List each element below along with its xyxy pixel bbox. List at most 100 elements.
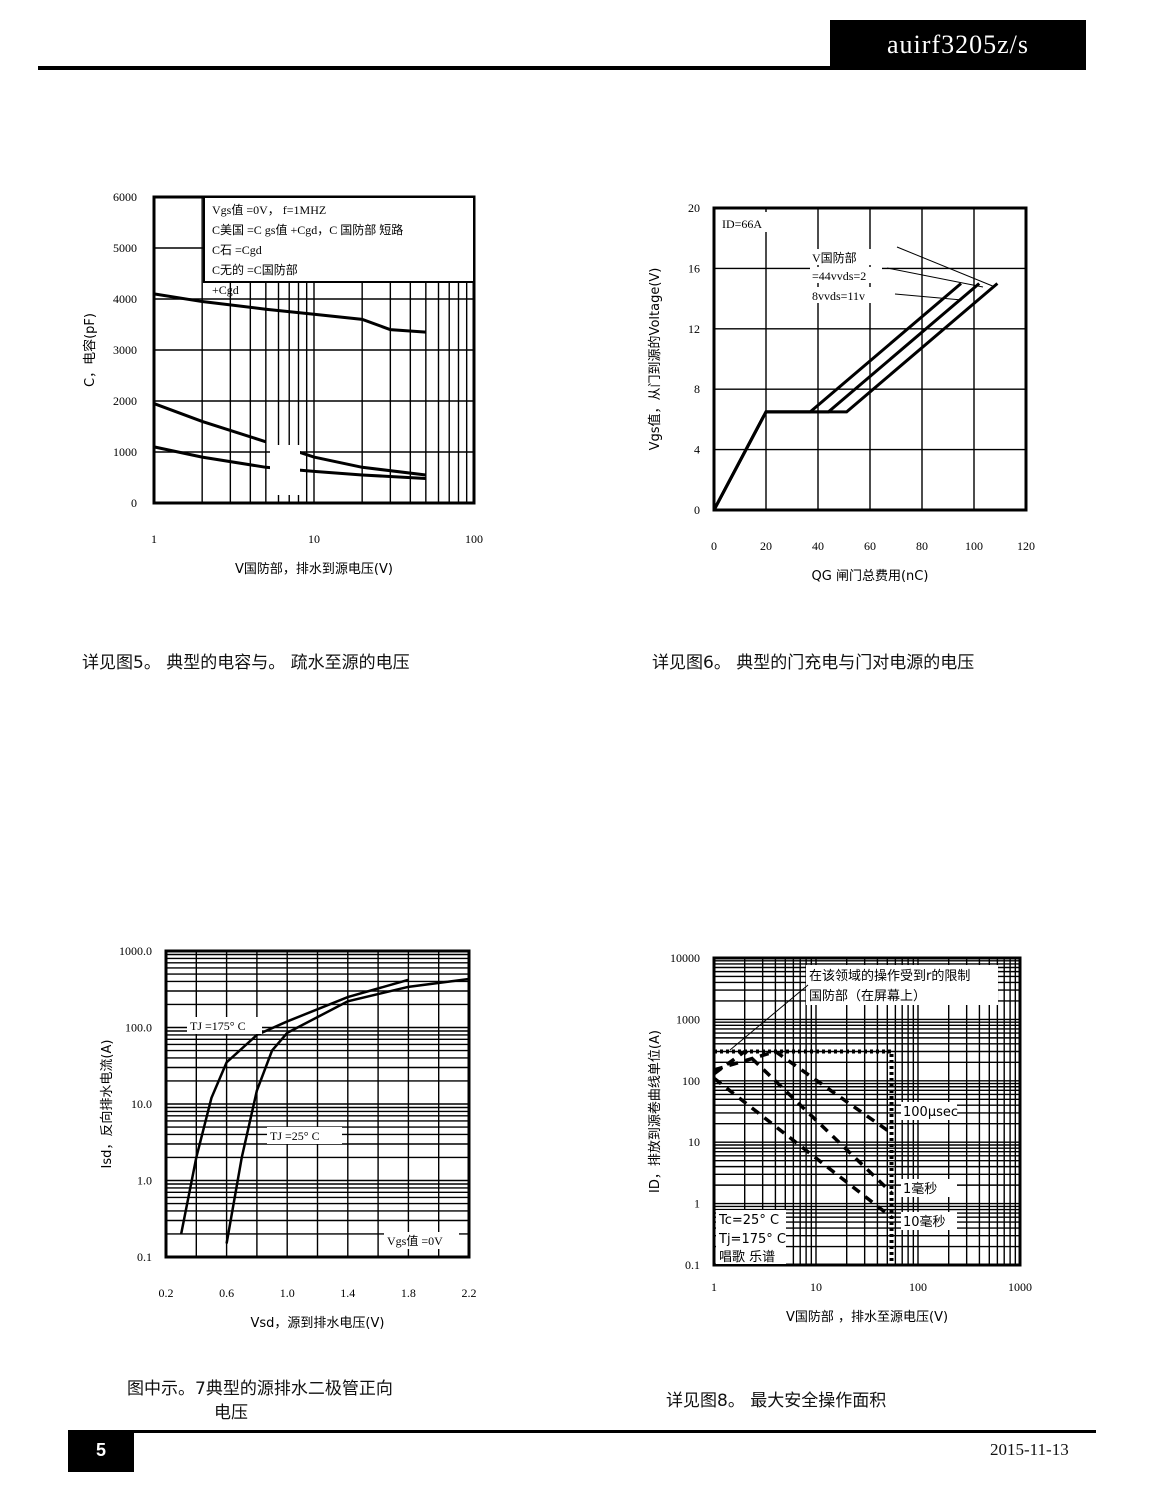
caption-fig5: 详见图5。 典型的电容与。 疏水至源的电压 [82,653,410,673]
annotation-bg [267,1127,342,1144]
annotation-conditions: Tj=175° C [718,1232,786,1247]
plot-frame [712,956,1022,1267]
annotation-bg [901,1102,957,1120]
y-axis-label: ID，排放到源卷曲线单位(A) [647,1030,663,1193]
leader-line [894,293,963,301]
y-tick-label: 4000 [113,292,137,306]
annotation-vds: V国防部 [812,250,857,265]
series-line-3-0 [714,1049,894,1265]
legend-entry: C无的 =C国防部 [212,262,298,277]
plot-frame [712,206,1028,512]
annotation-bg [810,287,882,303]
part-number: auirf3205z/s [830,20,1086,70]
annotation-bg [810,267,882,283]
leader-line [896,246,996,288]
footer-date: 2015-11-13 [990,1440,1069,1459]
caption-fig7-line1: 图中示。7典型的源排水二极管正向 [127,1379,393,1399]
y-tick-label: 1000 [676,1012,700,1026]
y-tick-label: 1000.0 [119,944,152,958]
x-tick-label: 40 [812,539,824,553]
y-tick-label: 1.0 [137,1174,152,1188]
series-line-2-1 [225,977,470,1244]
annotation-temp: Vgs值 =0V [387,1233,443,1248]
y-tick-label: 0.1 [137,1250,152,1264]
annotation-pulse: 100μsec [903,1105,958,1120]
caption-fig6: 详见图6。 典型的门充电与门对电源的电压 [652,653,975,673]
y-tick-label: 0.1 [685,1258,700,1272]
y-tick-label: 10000 [670,951,700,965]
x-tick-label: 10 [308,532,320,546]
header-rule [38,66,1086,70]
x-tick-label: 1 [151,532,157,546]
y-tick-label: 1000 [113,445,137,459]
x-tick-label: 0 [711,539,717,553]
legend-entry: C美国 =C gs值 +Cgd，C 国防部 短路 [212,222,403,237]
x-tick-label: 1 [711,1280,717,1294]
annotation-limit: 国防部（在屏幕上） [809,988,926,1004]
x-tick-label: 20 [760,539,772,553]
x-tick-label: 100 [909,1280,927,1294]
legend-entry: +Cgd [212,283,239,297]
y-tick-label: 20 [688,201,700,215]
x-axis-label: V国防部，排水到源电压(V) [235,561,393,577]
series-line-1-0 [712,282,962,511]
legend-box [203,196,475,283]
series-line-3-2 [712,1049,893,1195]
y-tick-label: 6000 [113,190,137,204]
annotation-bg [187,1017,262,1034]
series-line-2-0 [179,978,409,1235]
annotation-bg [806,965,998,1005]
y-tick-label: 100 [682,1074,700,1088]
y-tick-label: 0 [694,503,700,517]
y-tick-label: 12 [688,322,700,336]
y-tick-label: 16 [688,261,700,275]
series-line-0-1 [153,402,267,444]
annotation-bg [719,212,769,232]
y-tick-label: 10 [688,1135,700,1149]
x-tick-label: 0.2 [159,1286,174,1300]
annotation-bg [901,1179,957,1197]
series-line-1-2 [712,282,999,511]
series-line-0-0 [153,292,426,334]
annotation-bg [901,1212,957,1230]
x-tick-label: 100 [965,539,983,553]
annotation-bg [810,249,882,265]
x-tick-label: 1.4 [340,1286,355,1300]
page-number: 5 [68,1430,134,1472]
x-tick-label: 1.8 [401,1286,416,1300]
y-axis-label: C，电容(pF) [82,313,98,387]
footer-rule [68,1430,1096,1433]
annotation-conditions: 唱歌 乐谱 [719,1250,775,1265]
y-tick-label: 5000 [113,241,137,255]
x-tick-label: 120 [1017,539,1035,553]
x-axis-label: V国防部 ，排水至源电压(V) [786,1309,948,1325]
y-tick-label: 10.0 [131,1097,152,1111]
y-tick-label: 8 [694,382,700,396]
annotation-vds: =44vvds=2 [812,269,866,283]
y-tick-label: 2000 [113,394,137,408]
caption-fig7-line2: 电压 [214,1403,248,1423]
y-tick-label: 0 [131,496,137,510]
y-axis-label: Isd，反向排水电流(A) [99,1040,115,1169]
annotation-temp: TJ =25° C [270,1129,320,1143]
y-tick-label: 1 [694,1197,700,1211]
annotation-conditions: Tc=25° C [718,1213,779,1228]
plot-frame [164,949,471,1259]
x-tick-label: 1000 [1008,1280,1032,1294]
x-tick-label: 100 [465,532,483,546]
annotation-id: ID=66A [722,217,762,231]
y-tick-label: 3000 [113,343,137,357]
x-axis-label: Vsd，源到排水电压(V) [251,1316,385,1331]
series-line-3-3 [712,1076,893,1219]
annotation-temp: TJ =175° C [190,1019,246,1033]
series-line-1-1 [712,282,981,511]
x-tick-label: 10 [810,1280,822,1294]
annotation-bg [384,1232,459,1249]
annotation-pulse: 10毫秒 [903,1214,946,1230]
annotation-limit: 在该领域的操作受到r的限制 [809,968,970,984]
x-tick-label: 0.6 [219,1286,234,1300]
x-tick-label: 60 [864,539,876,553]
legend-entry: Vgs值 =0V， f=1MHZ [212,202,326,217]
x-tick-label: 1.0 [280,1286,295,1300]
